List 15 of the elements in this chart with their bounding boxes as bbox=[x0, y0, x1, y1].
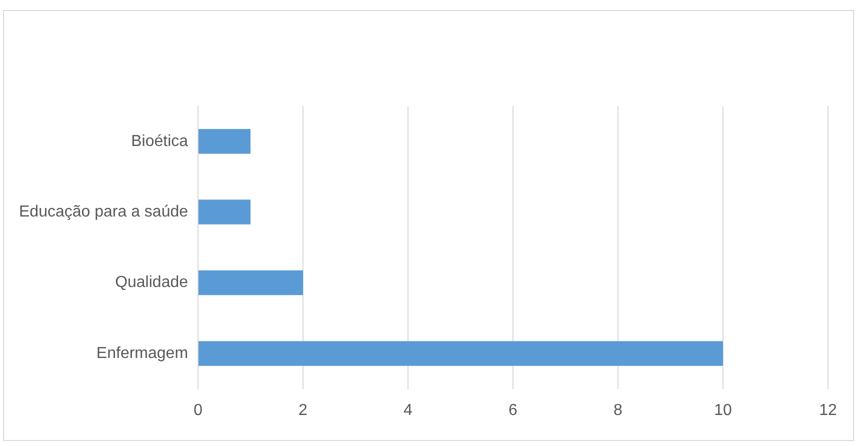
x-tick-label: 6 bbox=[508, 402, 518, 419]
bar bbox=[198, 200, 251, 224]
x-tick-label: 0 bbox=[194, 402, 203, 419]
x-tick-label: 8 bbox=[614, 402, 623, 419]
y-tick-label: Educação para a saúde bbox=[19, 203, 188, 220]
x-tick-label: 4 bbox=[404, 402, 413, 419]
x-tick-label: 10 bbox=[714, 402, 732, 419]
y-tick-label: Qualidade bbox=[115, 274, 188, 292]
x-tick-label: 2 bbox=[298, 402, 308, 419]
bar bbox=[198, 341, 724, 366]
bar bbox=[198, 128, 251, 154]
y-tick-label: Bioética bbox=[131, 132, 188, 150]
x-tick-label: 12 bbox=[819, 402, 837, 419]
bar bbox=[198, 270, 304, 296]
y-tick-label: Enfermagem bbox=[96, 344, 188, 362]
